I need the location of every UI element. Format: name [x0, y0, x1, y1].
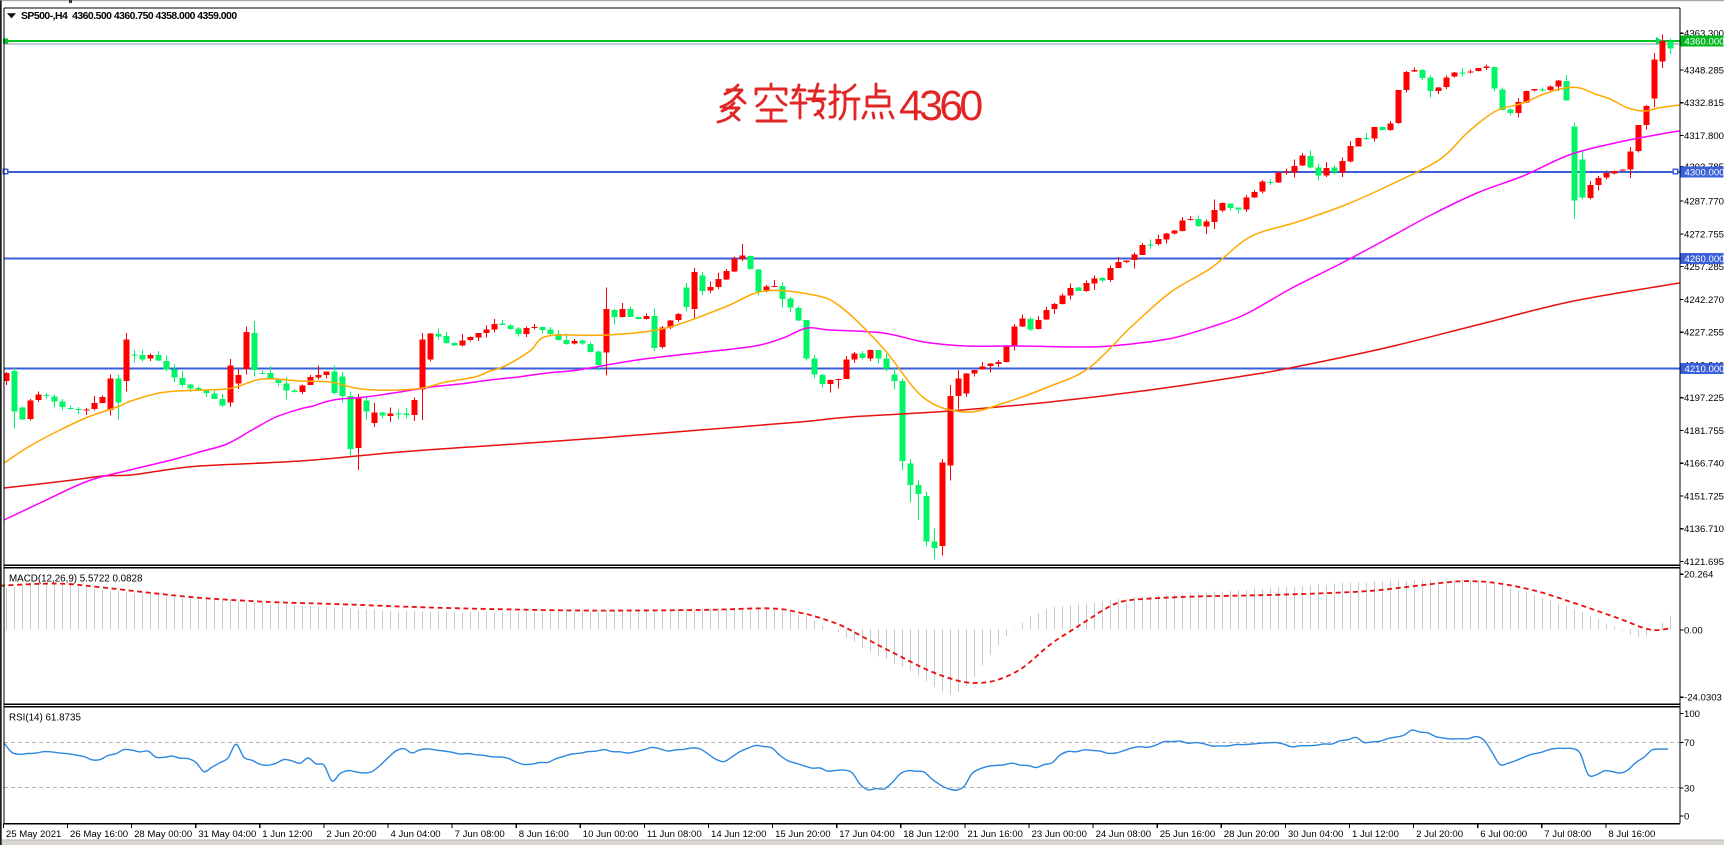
svg-text:4242.270: 4242.270 — [1684, 295, 1724, 306]
svg-text:20.264: 20.264 — [1684, 570, 1714, 581]
svg-text:4151.725: 4151.725 — [1684, 491, 1724, 502]
svg-text:4360: 4360 — [899, 82, 982, 130]
svg-text:11 Jun 08:00: 11 Jun 08:00 — [647, 829, 702, 840]
svg-text:1 Jun 12:00: 1 Jun 12:00 — [262, 829, 312, 840]
svg-text:8 Jul 16:00: 8 Jul 16:00 — [1608, 829, 1655, 840]
svg-text:4260.000: 4260.000 — [1685, 254, 1724, 265]
svg-text:2 Jun 20:00: 2 Jun 20:00 — [326, 829, 376, 840]
svg-text:4136.710: 4136.710 — [1684, 524, 1724, 535]
svg-text:24 Jun 08:00: 24 Jun 08:00 — [1096, 829, 1151, 840]
svg-text:0.00: 0.00 — [1684, 625, 1703, 636]
svg-text:4210.000: 4210.000 — [1685, 364, 1724, 375]
svg-text:4332.815: 4332.815 — [1684, 98, 1724, 109]
svg-text:4181.755: 4181.755 — [1684, 426, 1724, 437]
svg-text:0: 0 — [1684, 811, 1689, 822]
svg-text:4363.300: 4363.300 — [1684, 29, 1724, 40]
svg-text:8 Jun 16:00: 8 Jun 16:00 — [519, 829, 569, 840]
svg-text:28 May 00:00: 28 May 00:00 — [134, 829, 192, 840]
svg-text:4197.225: 4197.225 — [1684, 393, 1724, 404]
svg-text:28 Jun 20:00: 28 Jun 20:00 — [1224, 829, 1279, 840]
svg-text:10 Jun 00:00: 10 Jun 00:00 — [583, 829, 638, 840]
svg-text:25 May 2021: 25 May 2021 — [6, 829, 61, 840]
svg-text:15 Jun 20:00: 15 Jun 20:00 — [775, 829, 830, 840]
svg-text:4 Jun 04:00: 4 Jun 04:00 — [391, 829, 441, 840]
svg-text:14 Jun 12:00: 14 Jun 12:00 — [711, 829, 766, 840]
svg-text:31 May 04:00: 31 May 04:00 — [198, 829, 256, 840]
svg-text:4227.255: 4227.255 — [1684, 328, 1724, 339]
svg-text:6 Jul 00:00: 6 Jul 00:00 — [1480, 829, 1527, 840]
svg-text:4272.755: 4272.755 — [1684, 229, 1724, 240]
svg-text:4360.000: 4360.000 — [1685, 37, 1724, 48]
svg-text:-24.0303: -24.0303 — [1684, 693, 1722, 704]
svg-text:RSI(14) 61.8735: RSI(14) 61.8735 — [9, 713, 81, 724]
svg-text:4300.000: 4300.000 — [1685, 168, 1724, 179]
svg-text:SP500-,H4 4360.500 4360.750 4: SP500-,H4 4360.500 4360.750 4358.000 435… — [21, 11, 237, 22]
svg-text:1 Jul 12:00: 1 Jul 12:00 — [1352, 829, 1399, 840]
svg-text:23 Jun 00:00: 23 Jun 00:00 — [1032, 829, 1087, 840]
svg-text:21 Jun 16:00: 21 Jun 16:00 — [967, 829, 1022, 840]
svg-text:4287.770: 4287.770 — [1684, 197, 1724, 208]
svg-text:4348.285: 4348.285 — [1684, 65, 1724, 76]
svg-text:7 Jun 08:00: 7 Jun 08:00 — [455, 829, 505, 840]
svg-text:17 Jun 04:00: 17 Jun 04:00 — [839, 829, 894, 840]
svg-text:2 Jul 20:00: 2 Jul 20:00 — [1416, 829, 1463, 840]
svg-text:4317.800: 4317.800 — [1684, 131, 1724, 142]
svg-text:4121.695: 4121.695 — [1684, 557, 1724, 568]
svg-text:18 Jun 12:00: 18 Jun 12:00 — [903, 829, 958, 840]
svg-text:4166.740: 4166.740 — [1684, 459, 1724, 470]
svg-text:30: 30 — [1684, 783, 1695, 794]
svg-text:4257.285: 4257.285 — [1684, 262, 1724, 273]
svg-text:25 Jun 16:00: 25 Jun 16:00 — [1160, 829, 1215, 840]
svg-text:7 Jul 08:00: 7 Jul 08:00 — [1544, 829, 1591, 840]
svg-text:30 Jun 04:00: 30 Jun 04:00 — [1288, 829, 1343, 840]
svg-text:26 May 16:00: 26 May 16:00 — [70, 829, 128, 840]
svg-text:100: 100 — [1684, 709, 1700, 720]
svg-text:70: 70 — [1684, 738, 1695, 749]
svg-text:MACD(12,26,9) 5.5722 0.0828: MACD(12,26,9) 5.5722 0.0828 — [9, 574, 143, 585]
